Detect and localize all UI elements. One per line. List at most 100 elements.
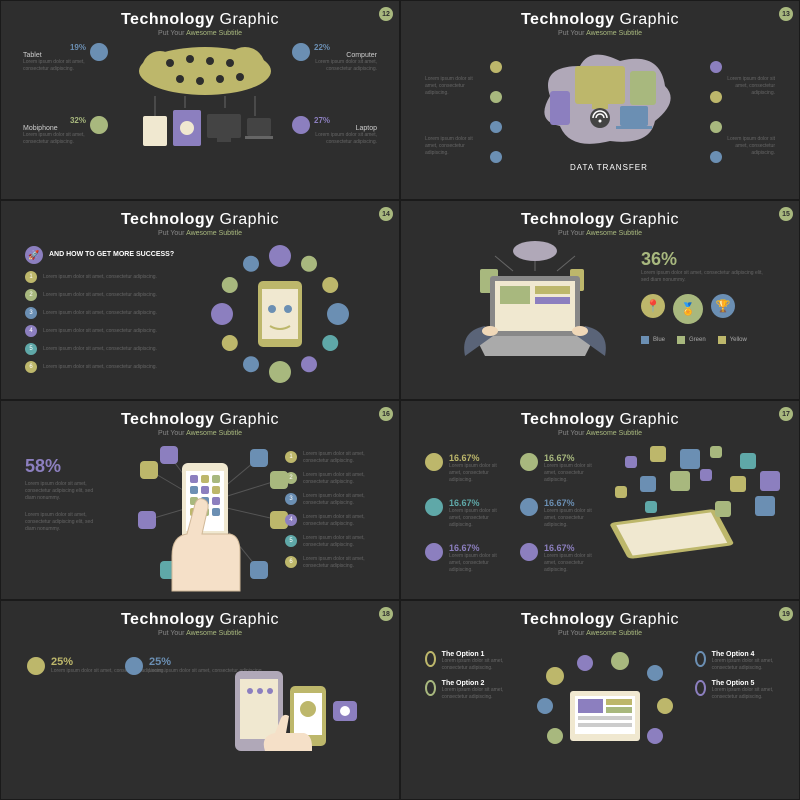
orbit-icon <box>243 356 259 372</box>
slide-8: 19 Technology Graphic Put Your Awesome S… <box>400 600 800 800</box>
slide-2: 13 Technology Graphic Put Your Awesome S… <box>400 0 800 200</box>
s3-list-num: 4 <box>25 325 37 337</box>
orbit-icon <box>301 256 317 272</box>
s2-mini-icon <box>490 121 502 133</box>
legend-swatch <box>718 336 726 344</box>
s5-around-icon <box>160 446 178 464</box>
s5-list-text: Lorem ipsum dolor sit amet, consectetur … <box>303 451 375 465</box>
s6-bubble-icon <box>740 453 756 469</box>
tablet-stat-icon <box>90 43 108 61</box>
slide-subtitle: Put Your Awesome Subtitle <box>415 630 785 637</box>
s8-opt3-label: The Option 4 <box>712 651 775 658</box>
s6-bubble-icon <box>645 501 657 513</box>
s2-mini-icon <box>710 61 722 73</box>
s7-stat1-icon <box>27 657 45 675</box>
orbit-icon <box>222 277 238 293</box>
s6-bubble-icon <box>640 476 656 492</box>
s6-bubble-icon <box>755 496 775 516</box>
s8-opt2-label: The Option 2 <box>442 680 505 687</box>
s5-list-text: Lorem ipsum dolor sit amet, consectetur … <box>303 556 375 570</box>
s3-list-num: 6 <box>25 361 37 373</box>
s2-mini-icon <box>710 121 722 133</box>
s5-pct: 58% <box>25 456 100 477</box>
s2-lorem-r1: Lorem ipsum dolor sit amet, consectetur … <box>720 76 775 97</box>
s6-stat-icon <box>520 543 538 561</box>
s8-opt4-lorem: Lorem ipsum dolor sit amet, consectetur … <box>712 687 775 701</box>
s8-opt1-label: The Option 1 <box>442 651 505 658</box>
page-number: 14 <box>379 207 393 221</box>
slide-title: Technology Graphic <box>15 611 385 629</box>
tablet-lorem: Lorem ipsum dolor sit amet, consectetur … <box>23 59 108 73</box>
data-transfer-caption: DATA TRANSFER <box>570 163 648 172</box>
cloud-icon <box>135 41 275 96</box>
s5-around-icon <box>138 511 156 529</box>
slide-subtitle: Put Your Awesome Subtitle <box>415 30 785 37</box>
s6-stat-icon <box>425 453 443 471</box>
s3-list-num: 3 <box>25 307 37 319</box>
s5-around-icon <box>250 449 268 467</box>
s6-bubble-icon <box>625 456 637 468</box>
slide-subtitle: Put Your Awesome Subtitle <box>415 430 785 437</box>
slide-subtitle: Put Your Awesome Subtitle <box>15 30 385 37</box>
laptop-hands-graphic <box>435 241 635 391</box>
s6-stat-lorem: Lorem ipsum dolor sit amet, consectetur … <box>544 553 605 574</box>
s5-list-text: Lorem ipsum dolor sit amet, consectetur … <box>303 472 375 486</box>
s6-bubble-icon <box>680 449 700 469</box>
s8-opt4-icon <box>695 680 706 696</box>
slide-subtitle: Put Your Awesome Subtitle <box>415 230 785 237</box>
s5-list-num: 1 <box>285 451 297 463</box>
s6-stat-pct: 16.67% <box>449 498 510 508</box>
orbit-icon <box>222 335 238 351</box>
slide-title: Technology Graphic <box>415 411 785 429</box>
s2-mini-icon <box>490 91 502 103</box>
s6-stat-pct: 16.67% <box>544 543 605 553</box>
tablet-bubbles-graphic <box>605 441 780 591</box>
s7-stat2-icon <box>125 657 143 675</box>
s6-stat-pct: 16.67% <box>449 543 510 553</box>
legend-swatch <box>641 336 649 344</box>
s2-lorem-r2: Lorem ipsum dolor sit amet, consectetur … <box>720 136 775 157</box>
orbit-icon <box>327 303 349 325</box>
s4-badge-icon: 🏆 <box>711 294 735 318</box>
s5-list-num: 6 <box>285 556 297 568</box>
s4-lorem: Lorem ipsum dolor sit amet, consectetur … <box>641 270 771 284</box>
page-number: 12 <box>379 7 393 21</box>
s4-badge-icon: 🏅 <box>673 294 703 324</box>
s5-around-icon <box>140 461 158 479</box>
s6-stat-pct: 16.67% <box>544 498 605 508</box>
legend-swatch <box>677 336 685 344</box>
s3-list-num: 1 <box>25 271 37 283</box>
page-number: 17 <box>779 407 793 421</box>
s6-bubble-icon <box>615 486 627 498</box>
s6-stat-lorem: Lorem ipsum dolor sit amet, consectetur … <box>449 463 510 484</box>
s3-list-num: 5 <box>25 343 37 355</box>
data-transfer-graphic <box>530 46 680 161</box>
slide-4: 15 Technology Graphic Put Your Awesome S… <box>400 200 800 400</box>
legend-label: Green <box>689 337 706 343</box>
rocket-icon: 🚀 <box>25 246 43 264</box>
s5-list-text: Lorem ipsum dolor sit amet, consectetur … <box>303 514 375 528</box>
s3-list-text: Lorem ipsum dolor sit amet, consectetur … <box>43 346 157 353</box>
mobi-stat-icon <box>90 116 108 134</box>
laptop-lorem: Lorem ipsum dolor sit amet, consectetur … <box>292 132 377 146</box>
slide-title: Technology Graphic <box>415 11 785 29</box>
page-number: 13 <box>779 7 793 21</box>
orbit-icon <box>269 245 291 267</box>
s8-opt3-icon <box>695 651 706 667</box>
slide-title: Technology Graphic <box>415 611 785 629</box>
s4-badge-icon: 📍 <box>641 294 665 318</box>
s8-opt3-lorem: Lorem ipsum dolor sit amet, consectetur … <box>712 658 775 672</box>
mobi-lorem: Lorem ipsum dolor sit amet, consectetur … <box>23 132 108 146</box>
laptop-stat-icon <box>292 116 310 134</box>
s6-stat-icon <box>520 498 538 516</box>
s3-list-text: Lorem ipsum dolor sit amet, consectetur … <box>43 328 157 335</box>
s3-list-text: Lorem ipsum dolor sit amet, consectetur … <box>43 292 157 299</box>
legend-label: Blue <box>653 337 665 343</box>
slide-1: 12 Technology Graphic Put Your Awesome S… <box>0 0 400 200</box>
s8-opt2-icon <box>425 680 436 696</box>
s6-stat-lorem: Lorem ipsum dolor sit amet, consectetur … <box>544 463 605 484</box>
s5-list-num: 2 <box>285 472 297 484</box>
s5-list-text: Lorem ipsum dolor sit amet, consectetur … <box>303 493 375 507</box>
orbit-icon <box>211 303 233 325</box>
s6-bubble-icon <box>730 476 746 492</box>
